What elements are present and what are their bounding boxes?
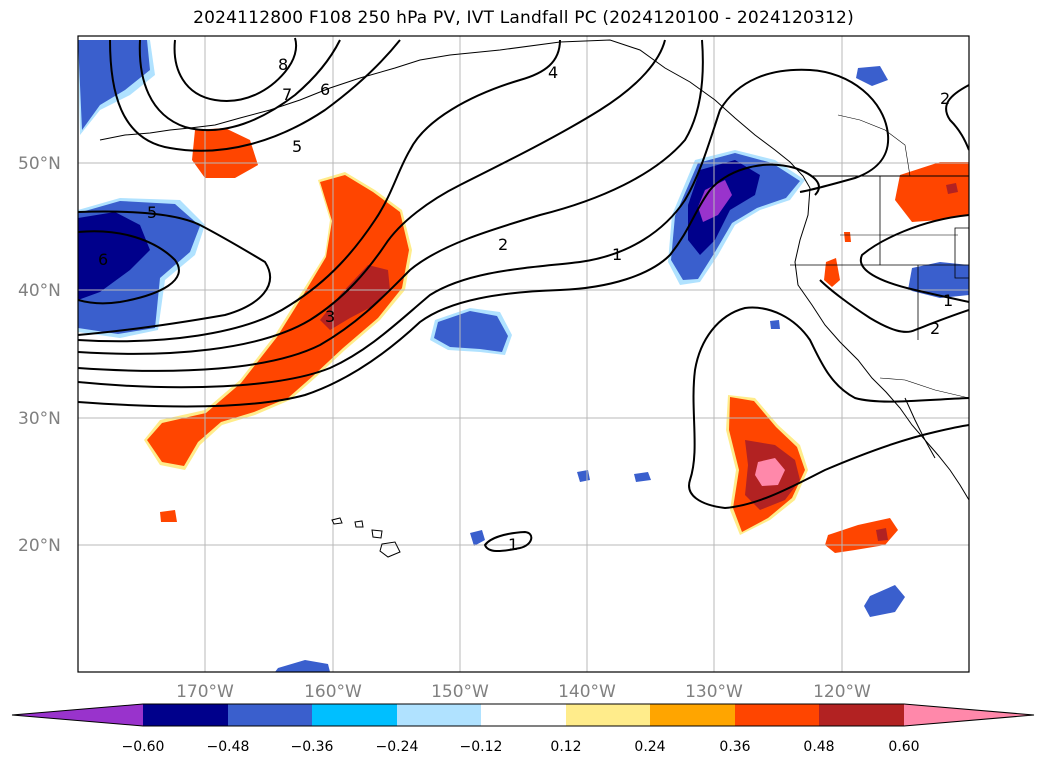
contour-label: 6 xyxy=(320,80,330,99)
anomaly-region xyxy=(78,212,150,300)
positive-anomaly-regions xyxy=(144,128,969,553)
lat-label: 30°N xyxy=(18,409,61,429)
anomaly-region xyxy=(634,472,651,482)
pv-contours xyxy=(78,37,969,552)
negative-anomaly-regions xyxy=(78,40,969,672)
anomaly-region xyxy=(946,183,958,194)
colorbar-extend-high xyxy=(904,704,1034,726)
colorbar-tick-label: −0.60 xyxy=(122,739,165,755)
anomaly-region xyxy=(192,128,258,178)
anomaly-region xyxy=(876,528,888,541)
contour-label: 2 xyxy=(940,89,950,108)
anomaly-region xyxy=(320,265,390,330)
colorbar-swatch xyxy=(650,704,735,726)
contour-label: 1 xyxy=(612,245,622,264)
colorbar-tick-label: −0.24 xyxy=(376,739,419,755)
colorbar-swatch xyxy=(143,704,228,726)
contour-label: 6 xyxy=(98,250,108,269)
colorbar-swatch xyxy=(397,704,481,726)
lon-label: 170°W xyxy=(176,682,234,702)
anomaly-region xyxy=(688,160,760,255)
lon-label: 140°W xyxy=(558,682,616,702)
colorbar-ticks: −0.60 −0.48 −0.36 −0.24 −0.12 0.12 0.24 … xyxy=(122,739,920,755)
coastlines xyxy=(99,39,969,558)
colorbar-tick-label: 0.24 xyxy=(634,739,665,755)
colorbar: −0.60 −0.48 −0.36 −0.24 −0.12 0.12 0.24 … xyxy=(11,703,1035,755)
contour-label: 1 xyxy=(943,291,953,310)
lat-label: 40°N xyxy=(18,281,61,301)
anomaly-region xyxy=(275,660,330,672)
lon-label: 160°W xyxy=(304,682,362,702)
colorbar-tick-label: 0.60 xyxy=(888,739,919,755)
contour-label: 2 xyxy=(930,319,940,338)
anomaly-region xyxy=(470,530,485,546)
colorbar-swatch xyxy=(566,704,650,726)
contour-label: 2 xyxy=(498,235,508,254)
map-title: 2024112800 F108 250 hPa PV, IVT Landfall… xyxy=(193,8,854,28)
gridlines xyxy=(78,36,969,672)
colorbar-swatch xyxy=(228,704,312,726)
anomaly-region xyxy=(844,232,851,242)
contour-label: 4 xyxy=(548,63,558,82)
lat-label: 50°N xyxy=(18,154,61,174)
lat-label: 20°N xyxy=(18,536,61,556)
anomaly-region xyxy=(864,585,905,617)
anomaly-region xyxy=(698,180,732,222)
anomaly-region xyxy=(856,66,888,86)
colorbar-tick-label: −0.12 xyxy=(460,739,503,755)
colorbar-tick-label: −0.48 xyxy=(207,739,250,755)
contour-label: 3 xyxy=(325,307,335,326)
colorbar-swatch xyxy=(819,704,904,726)
anomaly-region xyxy=(895,162,969,222)
contour-label: 1 xyxy=(508,535,518,554)
anomaly-region xyxy=(908,262,969,298)
contour-label: 8 xyxy=(278,55,288,74)
anomaly-region xyxy=(825,518,898,553)
colorbar-swatch xyxy=(481,704,566,726)
contour-label: 5 xyxy=(147,203,157,222)
colorbar-tick-label: −0.36 xyxy=(291,739,334,755)
anomaly-region xyxy=(770,320,780,329)
longitude-labels: 170°W 160°W 150°W 140°W 130°W 120°W xyxy=(176,682,871,702)
colorbar-tick-label: 0.48 xyxy=(803,739,834,755)
anomaly-region xyxy=(160,510,177,522)
contour-label: 5 xyxy=(292,137,302,156)
contour-labels: 8 7 6 5 4 5 6 3 2 1 2 1 2 1 xyxy=(98,55,953,554)
lon-label: 150°W xyxy=(431,682,489,702)
anomaly-region xyxy=(755,458,785,486)
lon-label: 120°W xyxy=(813,682,871,702)
anomaly-region xyxy=(147,175,409,466)
colorbar-tick-label: 0.36 xyxy=(719,739,750,755)
anomaly-region xyxy=(434,311,508,352)
colorbar-tick-label: 0.12 xyxy=(550,739,581,755)
latitude-labels: 50°N 40°N 30°N 20°N xyxy=(18,154,61,556)
lon-label: 130°W xyxy=(685,682,743,702)
colorbar-extend-low xyxy=(12,704,143,726)
colorbar-swatch xyxy=(312,704,397,726)
contour-label: 7 xyxy=(282,85,292,104)
map-frame xyxy=(77,35,970,673)
colorbar-swatch xyxy=(735,704,819,726)
